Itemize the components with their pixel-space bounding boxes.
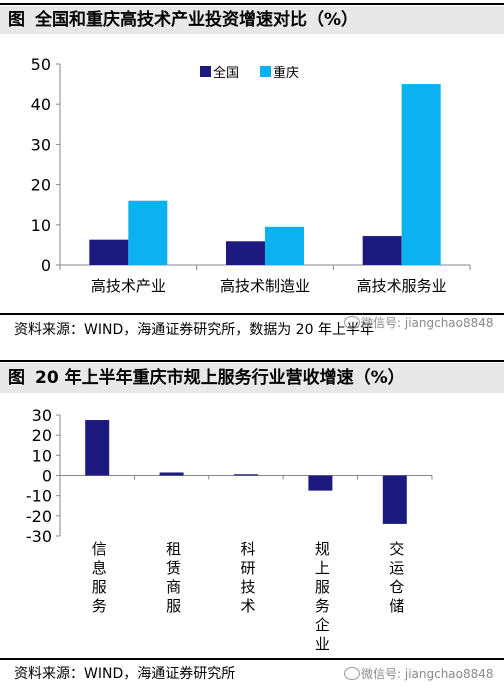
figure2-bottom-rule: [0, 658, 504, 660]
x-tick-label: 规上服务企业: [315, 540, 330, 653]
legend-swatch: [200, 66, 211, 77]
bar-national: [362, 236, 402, 265]
figure1-label: 图: [8, 10, 25, 30]
wechat-icon: [344, 316, 360, 329]
wechat-icon: [344, 667, 360, 680]
y-tick-label: 0: [42, 467, 52, 486]
y-tick-label: 40: [31, 95, 51, 114]
figure1-bottom-rule: [0, 313, 504, 315]
y-tick-label: 30: [31, 135, 51, 154]
bar-chongqing: [265, 226, 304, 265]
bar-chongqing: [128, 200, 168, 265]
figure1-watermark: 微信号: jiangchao8848: [361, 316, 494, 330]
x-tick-label: 高技术制造业: [220, 277, 310, 295]
figure1-title-bar: 图全国和重庆高技术产业投资增速对比（%）: [0, 6, 504, 34]
chart1: 0 10 20 30 40 50 高技术产业 高技术制造业 高技术服务业 全国 重庆: [31, 55, 471, 295]
y-tick-label: -30: [26, 527, 52, 546]
y-tick-label: 30: [32, 406, 52, 425]
figure2-title-bar: 图 20 年上半年重庆市规上服务行业营收增速（%）: [0, 363, 504, 393]
y-tick-label: -10: [26, 487, 52, 506]
legend-label: 重庆: [273, 65, 299, 81]
figure1-title: 全国和重庆高技术产业投资增速对比（%）: [35, 10, 359, 30]
x-tick-label: 高技术服务业: [357, 277, 447, 295]
bar: [159, 472, 184, 476]
y-tick-label: -20: [26, 507, 52, 526]
x-tick-label: 高技术产业: [91, 277, 166, 295]
bar: [85, 420, 110, 476]
legend-swatch: [260, 66, 271, 77]
figure2-source: 资料来源：WIND，海通证券研究所: [14, 666, 236, 682]
y-tick-label: 10: [31, 216, 51, 235]
x-tick-label: 租赁商服: [166, 540, 181, 615]
y-tick-label: 0: [41, 256, 51, 275]
legend-label: 全国: [213, 65, 239, 81]
bar-national: [89, 239, 129, 265]
bar: [234, 474, 258, 476]
bar-national: [226, 241, 265, 265]
bar: [308, 475, 333, 491]
y-tick-label: 50: [31, 55, 51, 74]
figure2-title: 20 年上半年重庆市规上服务行业营收增速（%）: [35, 368, 405, 388]
x-tick-label: 科研技术: [240, 540, 255, 615]
figure2-watermark: 微信号: jiangchao8848: [361, 667, 494, 681]
y-tick-label: 20: [31, 176, 51, 195]
top-rule: [0, 3, 504, 5]
y-tick-label: 10: [32, 446, 52, 465]
figure2-label: 图: [8, 368, 25, 388]
x-tick-label: 信息服务: [92, 540, 107, 615]
x-tick-label: 交运仓储: [389, 540, 404, 615]
bar: [382, 475, 407, 524]
figure1-source: 资料来源：WIND，海通证券研究所，数据为 20 年上半年: [14, 322, 374, 338]
figure2-top-rule: [0, 360, 504, 362]
bar-chongqing: [401, 84, 441, 265]
y-tick-label: 20: [32, 426, 52, 445]
